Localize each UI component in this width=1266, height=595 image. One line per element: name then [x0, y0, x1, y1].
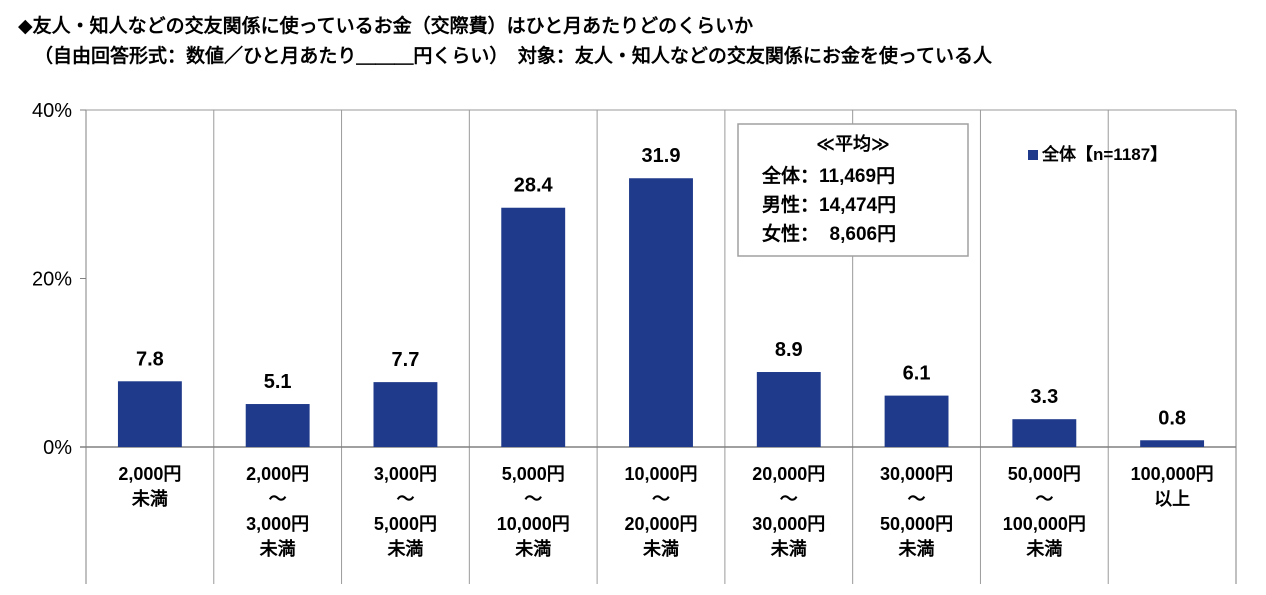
- category-label: 未満: [1026, 538, 1062, 559]
- category-label: 30,000円: [880, 464, 953, 484]
- value-label: 0.8: [1158, 407, 1186, 429]
- bar: [884, 395, 949, 447]
- category-label: ～: [269, 489, 287, 509]
- category-label: ～: [652, 489, 670, 509]
- category-label: 未満: [899, 538, 935, 559]
- value-label: 3.3: [1030, 386, 1058, 408]
- chart-title-line1: ◆友人・知人などの交友関係に使っているお金（交際費）はひと月あたりどのくらいか: [18, 15, 754, 37]
- bar: [1012, 419, 1077, 447]
- category-label: 20,000円: [752, 464, 825, 484]
- value-label: 5.1: [264, 371, 292, 393]
- legend-label: 全体【n=1187】: [1041, 144, 1167, 164]
- bar: [1140, 440, 1205, 447]
- category-label: 未満: [515, 538, 551, 559]
- category-label: ～: [524, 489, 542, 509]
- category-label: ～: [780, 489, 798, 509]
- bar: [373, 382, 438, 447]
- bar: [629, 178, 693, 447]
- legend-swatch: [1028, 150, 1038, 160]
- category-label: 未満: [132, 488, 168, 509]
- category-label: 20,000円: [624, 514, 697, 534]
- category-label: ～: [908, 489, 926, 509]
- bar: [756, 372, 821, 447]
- average-annotation-box: ≪平均≫ 全体：11,469円 男性：14,474円 女性： 8,606円: [737, 123, 969, 257]
- chart-title-line2: （自由回答形式：数値／ひと月あたり＿＿＿円くらい） 対象：友人・知人などの交友関…: [34, 45, 992, 67]
- category-label: 以上: [1154, 489, 1190, 509]
- category-label: 2,000円: [246, 464, 309, 484]
- value-label: 8.9: [775, 339, 803, 361]
- annotation-heading: ≪平均≫: [816, 133, 890, 154]
- category-label: 3,000円: [246, 514, 309, 534]
- annotation-frame: [737, 123, 969, 257]
- category-label: 100,000円: [1131, 464, 1214, 484]
- bar: [117, 381, 182, 447]
- category-label: 未満: [260, 538, 296, 559]
- category-label: 5,000円: [374, 514, 437, 534]
- category-label: ～: [396, 489, 414, 509]
- bar-layer: [117, 178, 1205, 447]
- label-layer: 0%20%40%7.82,000円未満5.12,000円～3,000円未満7.7…: [32, 100, 1214, 559]
- y-tick-label: 0%: [43, 437, 72, 459]
- category-label: 50,000円: [1008, 464, 1081, 484]
- category-label: 3,000円: [374, 464, 437, 484]
- category-label: 100,000円: [1003, 514, 1086, 534]
- y-tick-label: 20%: [32, 269, 72, 291]
- category-label: 未満: [387, 538, 423, 559]
- legend: 全体【n=1187】: [1028, 144, 1167, 164]
- category-label: ～: [1035, 489, 1053, 509]
- value-label: 7.7: [392, 349, 420, 371]
- category-label: 2,000円: [118, 464, 181, 484]
- value-label: 6.1: [903, 363, 931, 385]
- value-label: 7.8: [136, 348, 164, 370]
- category-label: 10,000円: [624, 464, 697, 484]
- bar: [245, 404, 310, 447]
- value-label: 28.4: [514, 175, 554, 197]
- category-label: 5,000円: [502, 464, 565, 484]
- category-label: 50,000円: [880, 514, 953, 534]
- category-label: 未満: [643, 538, 679, 559]
- category-label: 30,000円: [752, 514, 825, 534]
- category-label: 10,000円: [497, 514, 570, 534]
- value-label: 31.9: [642, 145, 681, 167]
- annotation-female: 女性： 8,606円: [762, 222, 896, 245]
- y-tick-label: 40%: [32, 100, 72, 122]
- annotation-total: 全体：11,469円: [761, 164, 895, 187]
- category-label: 未満: [771, 538, 807, 559]
- bar: [501, 207, 566, 447]
- annotation-male: 男性：14,474円: [762, 193, 896, 216]
